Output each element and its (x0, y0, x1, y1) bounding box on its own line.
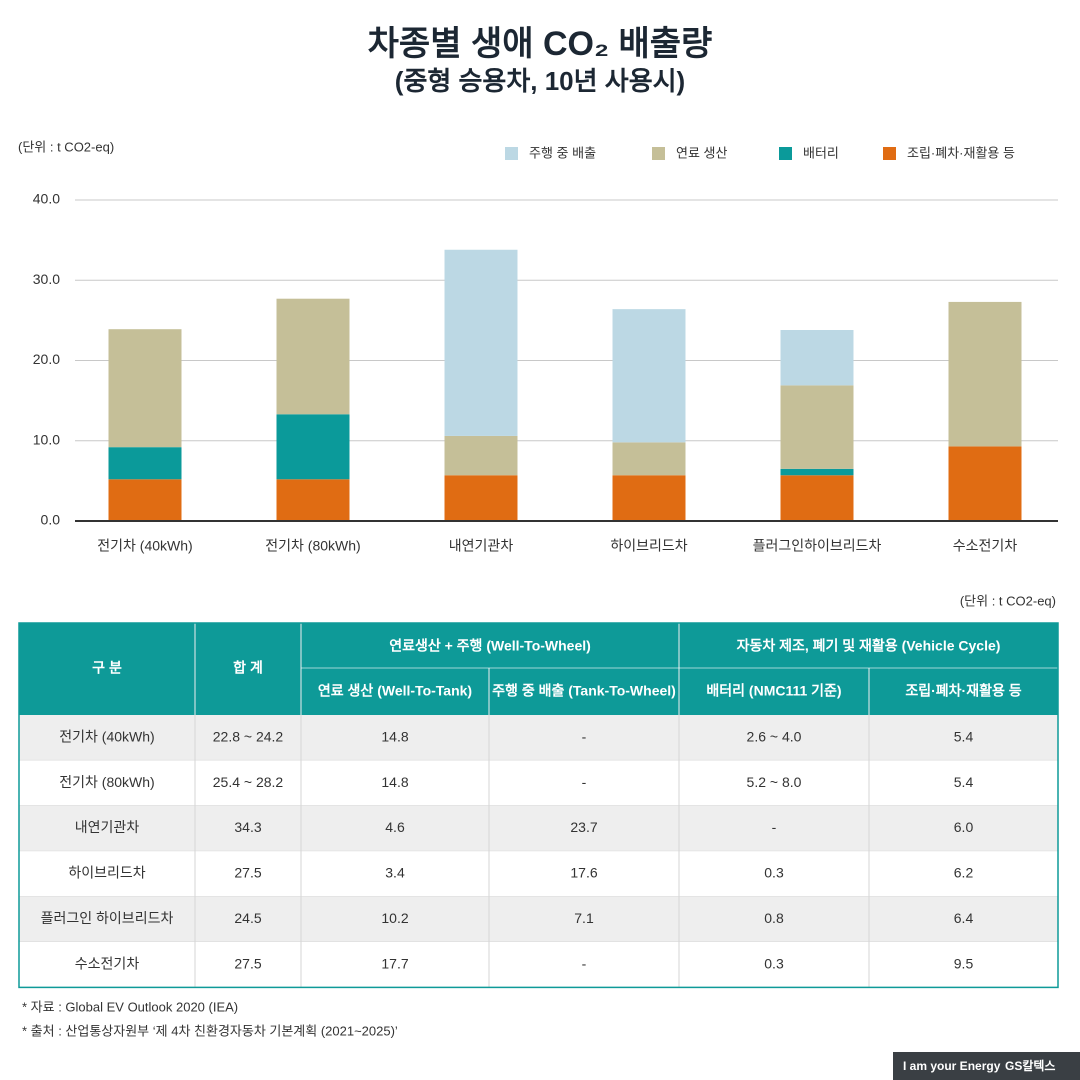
subtitle: (중형 승용차, 10년 사용시) (395, 66, 685, 96)
bar-segment (780, 475, 854, 521)
header-cell: 합 계 (233, 660, 263, 676)
table-cell: 수소전기차 (75, 955, 140, 971)
x-tick-label: 수소전기차 (953, 538, 1018, 554)
bar-segment (612, 475, 686, 521)
table-cell: 3.4 (385, 865, 405, 881)
legend-swatch (652, 147, 665, 160)
bar-segment (948, 301, 1022, 447)
legend-swatch (505, 147, 518, 160)
x-tick-label: 플러그인하이브리드차 (753, 538, 882, 554)
slogan: I am your Energy (903, 1059, 1001, 1073)
table-cell: 14.8 (381, 774, 408, 790)
legend-swatch (779, 147, 792, 160)
table-cell: 27.5 (234, 955, 261, 971)
table-cell: 5.2 ~ 8.0 (747, 774, 802, 790)
bar-segment (444, 249, 518, 436)
legend-label: 주행 중 배출 (529, 145, 596, 160)
table-cell: 17.7 (381, 955, 408, 971)
table-border (18, 622, 1059, 989)
legend-label: 배터리 (803, 145, 839, 160)
logo-box (893, 1052, 1080, 1080)
table-cell: 34.3 (234, 819, 261, 835)
bar-segment (612, 309, 686, 443)
table-cell: 23.7 (570, 819, 597, 835)
legend-label: 연료 생산 (676, 145, 727, 160)
table-cell: 0.3 (764, 955, 784, 971)
bar-segment (108, 479, 182, 521)
table-cell: - (772, 819, 777, 835)
table-cell: 0.3 (764, 865, 784, 881)
table-cell: 25.4 ~ 28.2 (213, 774, 284, 790)
header-cell: 자동차 제조, 폐기 및 재활용 (Vehicle Cycle) (737, 638, 1001, 654)
bar-segment (612, 442, 686, 476)
legend-swatch (883, 147, 896, 160)
x-tick-label: 하이브리드차 (610, 538, 687, 554)
table-cell: 전기차 (40kWh) (59, 728, 154, 744)
table-row (19, 896, 1058, 942)
note: * 출처 : 산업통상자원부 ‘제 4차 친환경자동차 기본계획 (2021~2… (22, 1023, 398, 1038)
table-cell: - (582, 955, 587, 971)
table-cell: 하이브리드차 (68, 865, 145, 881)
table-cell: 14.8 (381, 728, 408, 744)
chart-unit: (단위 : t CO2-eq) (18, 139, 114, 154)
table-cell: 10.2 (381, 910, 408, 926)
bar-segment (780, 468, 854, 476)
table-cell: 5.4 (954, 774, 974, 790)
bar-segment (108, 329, 182, 448)
x-tick-label: 내연기관차 (449, 538, 514, 554)
bar-segment (276, 298, 350, 415)
table-row (19, 942, 1058, 988)
header-cell: 주행 중 배출 (Tank-To-Wheel) (492, 683, 676, 699)
y-tick-label: 0.0 (41, 512, 61, 528)
table-cell: 6.2 (954, 865, 974, 881)
note: * 자료 : Global EV Outlook 2020 (IEA) (22, 999, 238, 1014)
x-tick-label: 전기차 (40kWh) (97, 538, 192, 554)
header-cell: 연료생산 + 주행 (Well-To-Wheel) (389, 638, 591, 654)
header-cell: 구 분 (92, 660, 122, 676)
bar-segment (108, 447, 182, 480)
x-tick-label: 전기차 (80kWh) (265, 538, 360, 554)
bar-segment (276, 479, 350, 521)
y-tick-label: 10.0 (33, 431, 60, 447)
table-cell: 5.4 (954, 728, 974, 744)
bar-segment (444, 435, 518, 476)
bar-segment (444, 475, 518, 521)
table-cell: 24.5 (234, 910, 261, 926)
brand: GS칼텍스 (1005, 1058, 1055, 1073)
table-cell: 9.5 (954, 955, 974, 971)
header-cell: 조립·폐차·재활용 등 (905, 683, 1021, 699)
table-cell: 전기차 (80kWh) (59, 774, 154, 790)
table-cell: - (582, 728, 587, 744)
table-row (19, 760, 1058, 806)
bar-segment (780, 330, 854, 386)
table-cell: - (582, 774, 587, 790)
table-cell: 2.6 ~ 4.0 (747, 728, 802, 744)
table-cell: 6.4 (954, 910, 974, 926)
bar-segment (948, 446, 1022, 521)
table-cell: 4.6 (385, 819, 405, 835)
table-row (19, 805, 1058, 852)
table-unit: (단위 : t CO2-eq) (960, 593, 1056, 608)
header-cell: 연료 생산 (Well-To-Tank) (318, 683, 472, 699)
table-cell: 22.8 ~ 24.2 (213, 728, 284, 744)
table-row (19, 851, 1058, 897)
table-header (19, 623, 1058, 715)
y-tick-label: 40.0 (33, 191, 60, 207)
bar-segment (276, 414, 350, 480)
table-cell: 내연기관차 (75, 819, 140, 835)
table-cell: 27.5 (234, 865, 261, 881)
bar-segment (780, 385, 854, 469)
table-cell: 6.0 (954, 819, 974, 835)
y-tick-label: 30.0 (33, 271, 60, 287)
y-tick-label: 20.0 (33, 351, 60, 367)
table-cell: 17.6 (570, 865, 597, 881)
title: 차종별 생애 CO₂ 배출량 (368, 25, 713, 63)
table-cell: 7.1 (574, 910, 594, 926)
table-cell: 0.8 (764, 910, 784, 926)
table-cell: 플러그인 하이브리드차 (41, 910, 174, 926)
legend-label: 조립·폐차·재활용 등 (907, 145, 1015, 160)
table-row (19, 715, 1058, 761)
header-cell: 배터리 (NMC111 기준) (706, 683, 841, 699)
